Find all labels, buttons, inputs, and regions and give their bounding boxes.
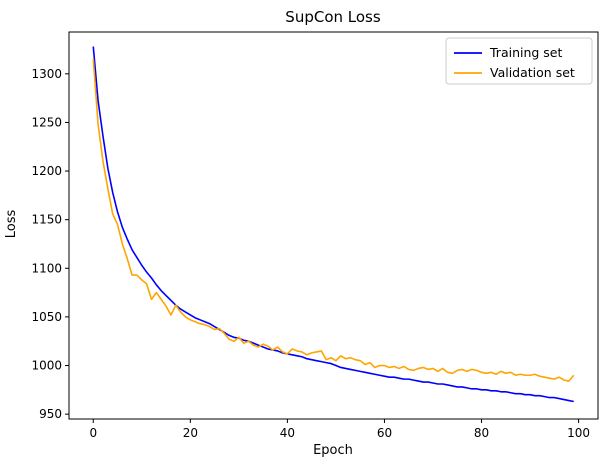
chart-title: SupCon Loss: [285, 8, 381, 26]
series-lines: [92, 46, 575, 403]
x-tick-label: 0: [89, 426, 97, 440]
y-axis: 950 1000 1050 1100 1150 1200 1250 1300: [31, 67, 69, 421]
legend: Training set Validation set: [445, 37, 593, 85]
x-tick-label: 80: [474, 426, 489, 440]
x-tick-label: 100: [567, 426, 590, 440]
y-tick-label: 1050: [31, 310, 62, 324]
y-tick-label: 1150: [31, 213, 62, 227]
legend-entry-label: Validation set: [490, 65, 575, 80]
x-axis: 0 20 40 60 80 100: [89, 419, 590, 440]
y-tick-label: 950: [39, 407, 62, 421]
y-tick-label: 1200: [31, 164, 62, 178]
axes-frame: [68, 31, 599, 420]
y-tick-label: 1000: [31, 359, 62, 373]
y-axis-label: Loss: [4, 210, 19, 239]
plot-area: 0 20 40 60 80 100 950 1000 1050 1100 1150 1200 1250…: [31, 31, 599, 440]
x-tick-label: 20: [183, 426, 198, 440]
series-line-training-set: [92, 46, 574, 403]
x-tick-label: 40: [280, 426, 295, 440]
y-tick-label: 1300: [31, 67, 62, 81]
legend-entry-label: Training set: [489, 45, 562, 60]
y-tick-label: 1100: [31, 261, 62, 275]
x-tick-label: 60: [377, 426, 392, 440]
x-axis-label: Epoch: [313, 443, 353, 458]
legend-box: [445, 37, 593, 85]
series-line-validation-set: [92, 59, 575, 382]
y-tick-label: 1250: [31, 115, 62, 129]
